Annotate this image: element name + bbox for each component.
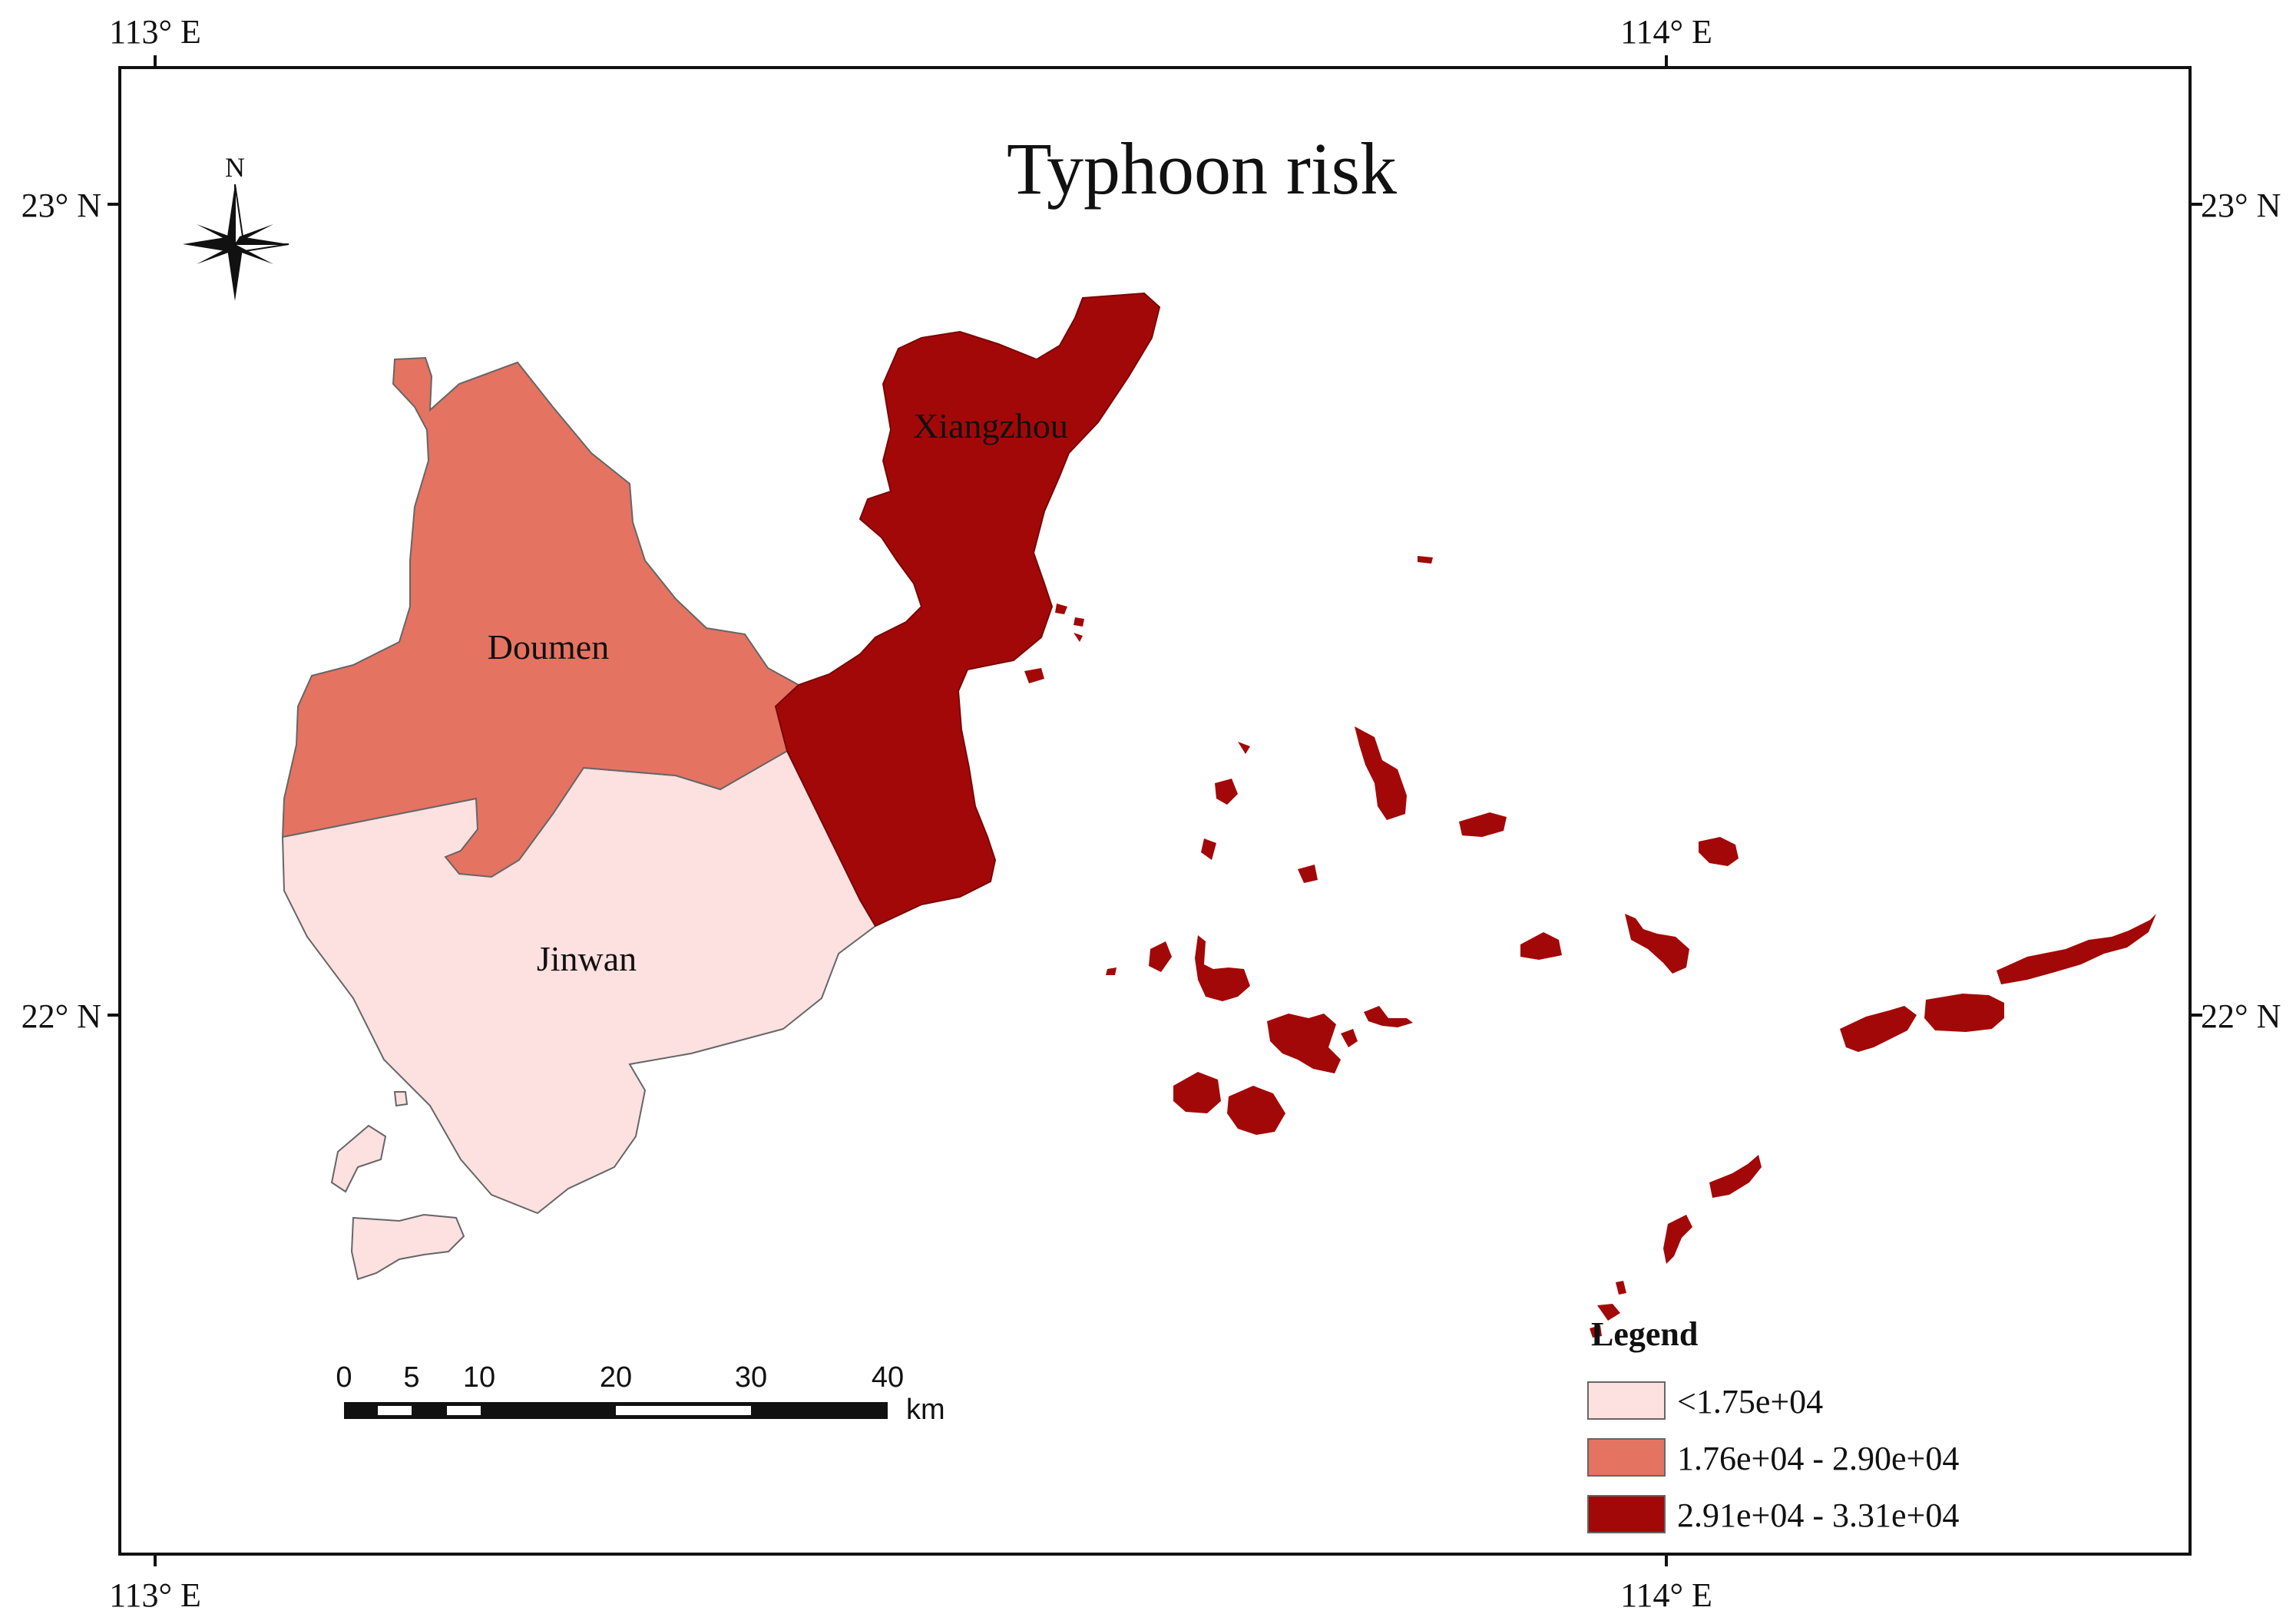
scale-tick-30: 30 <box>735 1361 767 1394</box>
legend-title: Legend <box>1591 1315 1698 1353</box>
right-tick-23n: 23° N <box>2201 187 2281 224</box>
graticule-ticks <box>108 55 2202 1566</box>
left-tick-23n: 23° N <box>22 187 101 224</box>
scale-bar-segment-white-2 <box>447 1406 481 1415</box>
district-label-jinwan: Jinwan <box>537 939 637 978</box>
district-doumen-shape <box>281 356 800 878</box>
district-xiangzhou-shape <box>774 292 1161 928</box>
scale-tick-0: 0 <box>336 1361 352 1394</box>
scale-tick-20: 20 <box>600 1361 632 1394</box>
scale-bar <box>344 1402 888 1419</box>
bottom-tick-113: 113° E <box>109 1576 201 1614</box>
north-arrow-label: N <box>225 152 245 183</box>
scale-tick-40: 40 <box>872 1361 904 1394</box>
top-tick-114: 114° E <box>1620 13 1712 51</box>
legend-swatch-low <box>1587 1381 1666 1420</box>
legend-label-medium: 1.76e+04 - 2.90e+04 <box>1677 1440 1959 1477</box>
right-tick-22n: 22° N <box>2201 997 2281 1035</box>
left-tick-22n: 22° N <box>22 997 101 1035</box>
scale-tick-10: 10 <box>463 1361 495 1394</box>
top-tick-113: 113° E <box>109 13 201 51</box>
islands-high-risk <box>1024 556 2156 1338</box>
bottom-tick-114: 114° E <box>1620 1576 1712 1614</box>
map-title: Typhoon risk <box>1007 127 1397 210</box>
legend-label-low: <1.75e+04 <box>1677 1383 1823 1421</box>
scale-tick-5: 5 <box>403 1361 419 1394</box>
district-label-doumen: Doumen <box>488 627 609 666</box>
scale-bar-segment-white-3 <box>616 1406 751 1415</box>
legend-swatch-high <box>1587 1495 1666 1533</box>
north-arrow-icon <box>183 184 289 301</box>
scale-unit: km <box>906 1394 945 1426</box>
legend-swatch-medium <box>1587 1438 1666 1477</box>
scale-bar-segment-white-1 <box>378 1406 412 1415</box>
district-label-xiangzhou: Xiangzhou <box>913 406 1068 445</box>
legend-label-high: 2.91e+04 - 3.31e+04 <box>1677 1497 1959 1534</box>
legend: Legend <1.75e+04 1.76e+04 - 2.90e+04 2.9… <box>1587 1315 1959 1534</box>
